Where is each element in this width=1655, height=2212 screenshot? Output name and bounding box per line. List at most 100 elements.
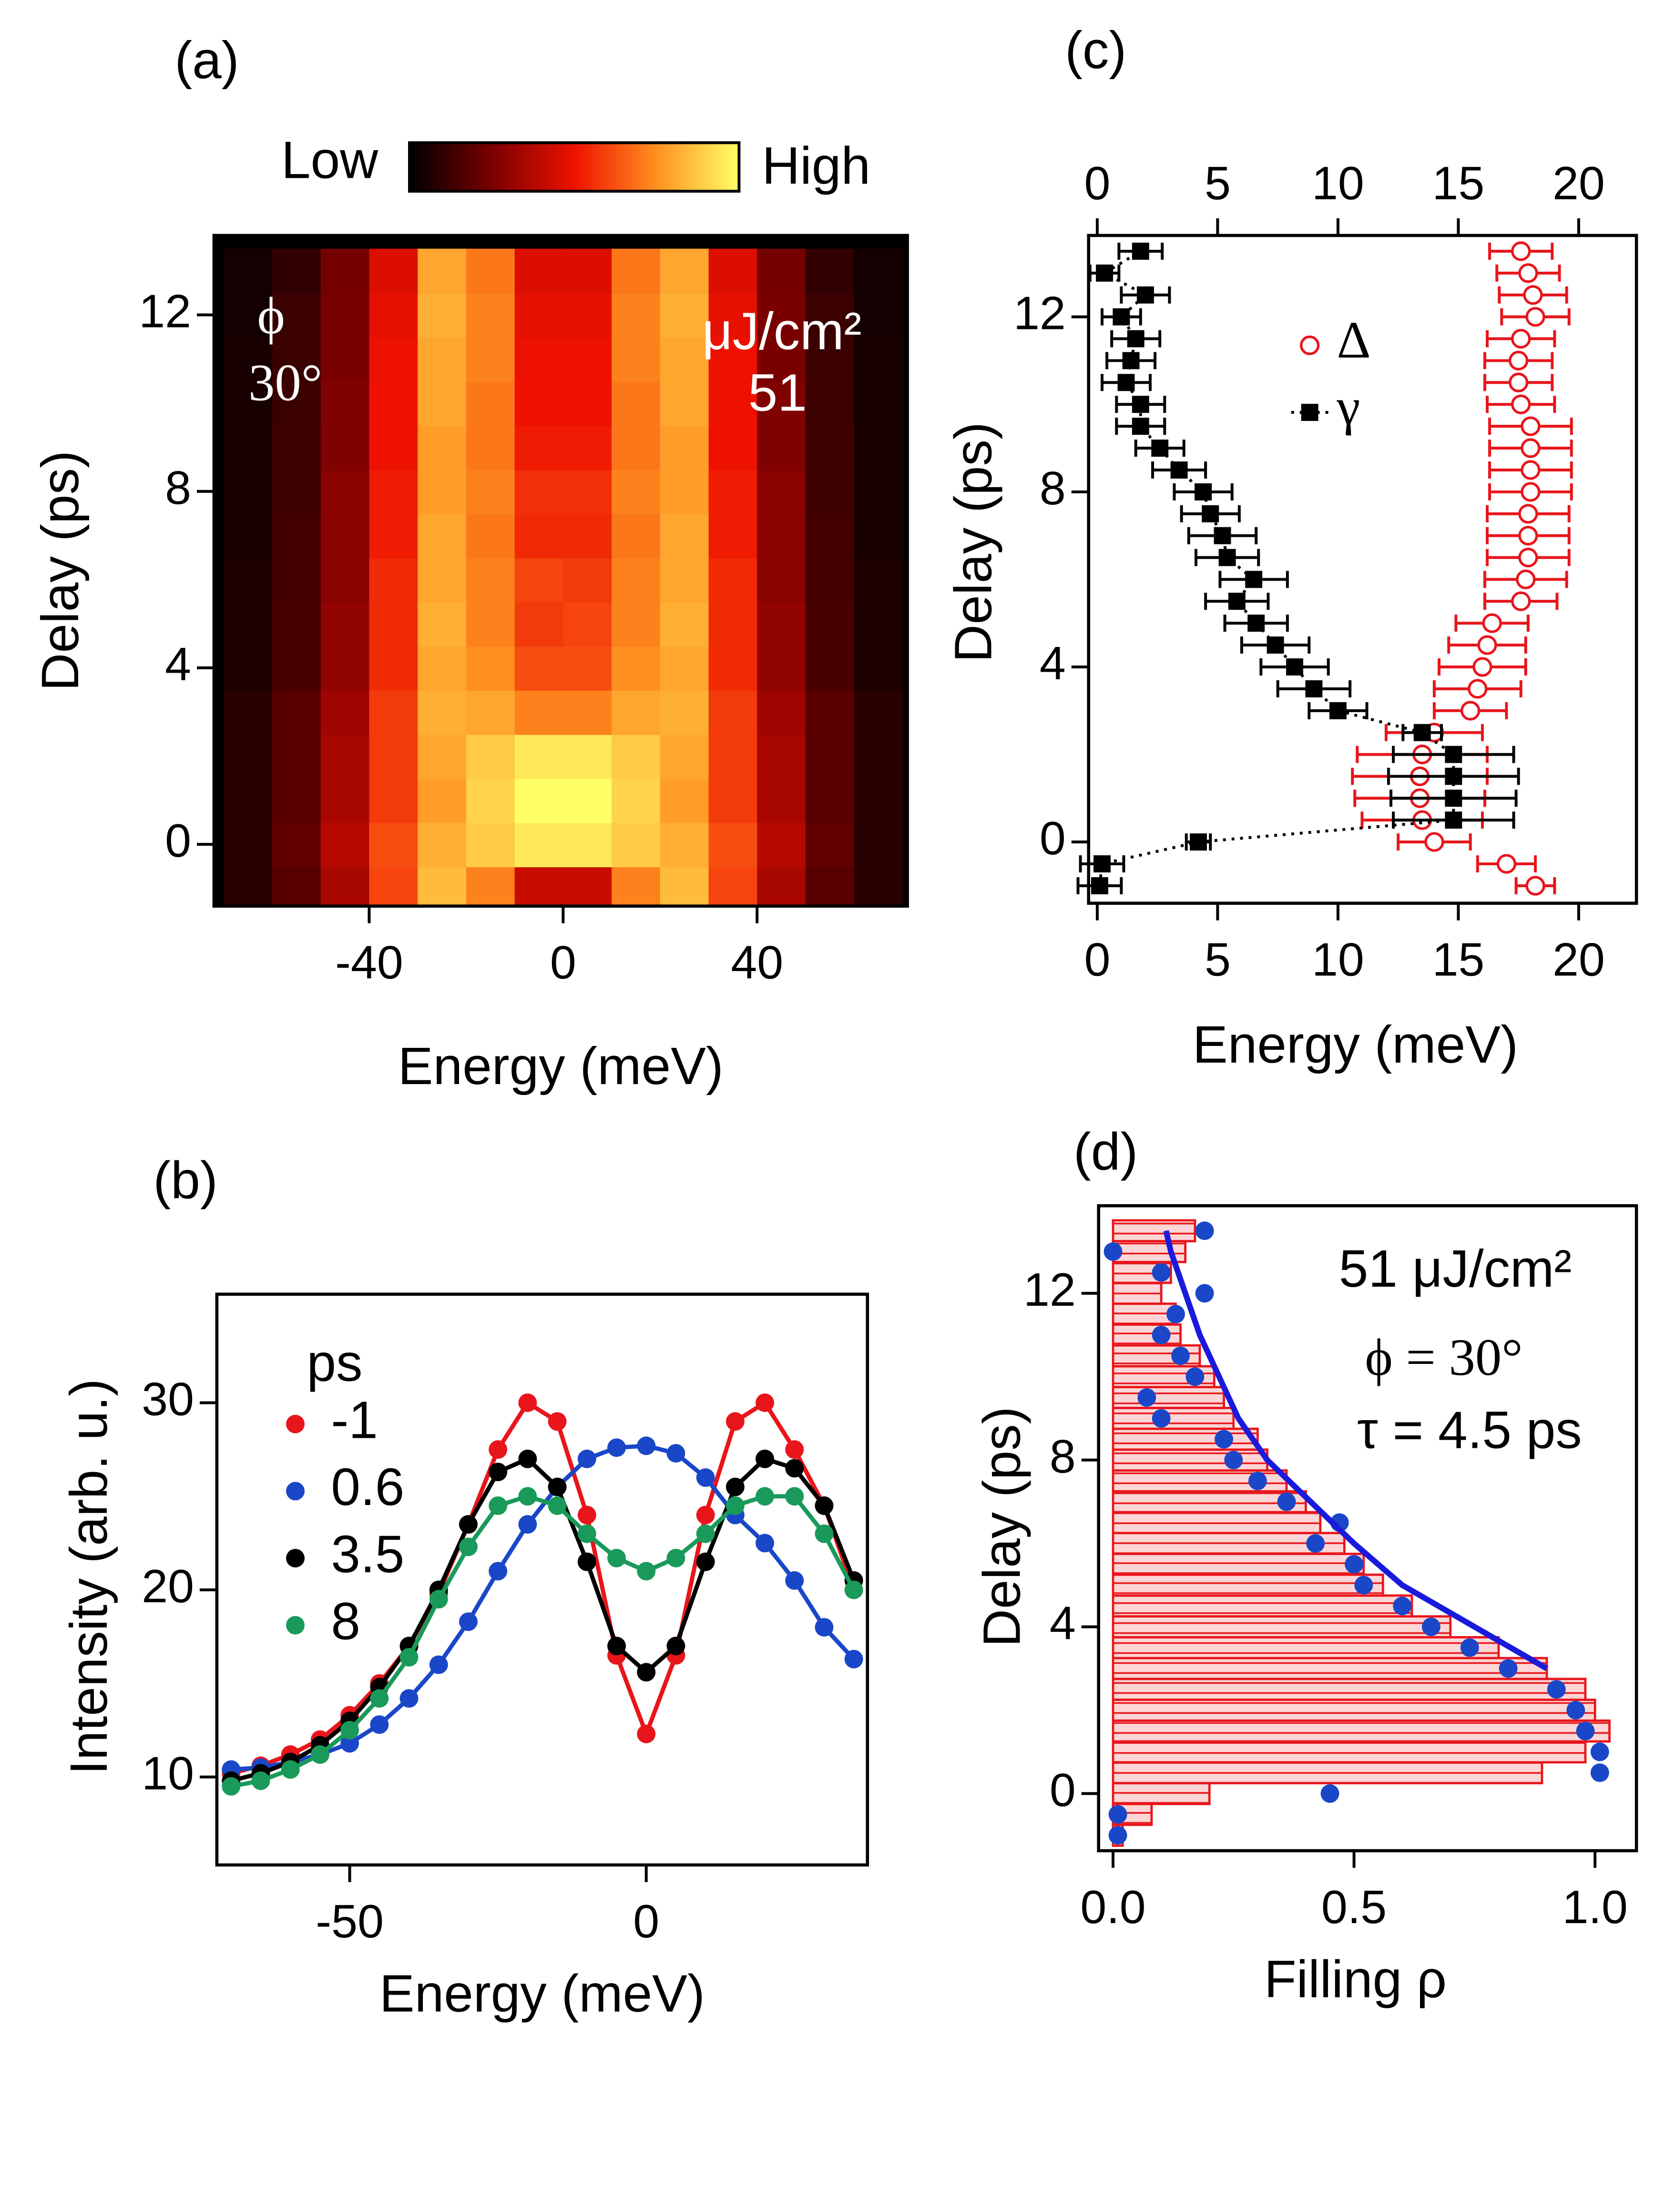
heatmap-cell (320, 866, 370, 906)
heatmap-cell (757, 293, 807, 338)
data-point (1228, 593, 1246, 610)
histogram-bar (1112, 1553, 1365, 1576)
histogram-bar (1112, 1302, 1177, 1326)
heatmap-cell (612, 513, 661, 559)
data-point (429, 1590, 448, 1609)
data-point (1305, 680, 1323, 697)
heatmap-cell (418, 381, 467, 426)
heatmap-cell (514, 734, 564, 779)
histogram-bar (1112, 1782, 1211, 1805)
data-point (815, 1496, 834, 1515)
heatmap-cell (708, 337, 758, 382)
heatmap-cell (272, 425, 322, 471)
data-point (637, 1436, 656, 1455)
x-tick-label-top: 10 (1312, 157, 1364, 209)
data-point (1445, 746, 1462, 763)
heatmap-cell (563, 602, 613, 647)
heatmap-cell (224, 557, 273, 603)
data-point (725, 1412, 745, 1431)
data-point (1247, 614, 1265, 632)
data-point (1499, 1659, 1518, 1678)
data-point (1521, 438, 1541, 458)
heatmap-cell (805, 293, 855, 338)
data-point (1122, 352, 1140, 369)
heatmap-cell (563, 645, 613, 691)
heatmap-cell (320, 293, 370, 338)
data-point (666, 1444, 685, 1463)
data-point (756, 1534, 775, 1553)
heatmap-cell (320, 469, 370, 514)
heatmap-cell (708, 645, 758, 691)
data-point (1508, 372, 1529, 392)
heatmap-cell (418, 557, 467, 603)
data-point (1521, 482, 1541, 502)
y-tick-label: 8 (1050, 1430, 1076, 1483)
heatmap-cell (854, 337, 904, 382)
data-point (1267, 636, 1284, 654)
heatmap-cell (757, 734, 807, 779)
data-point (1413, 724, 1431, 741)
heatmap-cell (320, 557, 370, 603)
data-point (725, 1477, 745, 1496)
y-tick-label: 4 (165, 638, 191, 690)
heatmap-cell (708, 690, 758, 735)
legend-label: 0.6 (331, 1458, 404, 1516)
heatmap-cell (805, 513, 855, 559)
data-point (459, 1537, 478, 1557)
data-point (1151, 440, 1169, 457)
heatmap-cell (854, 866, 904, 906)
data-point (1245, 571, 1263, 588)
heatmap-cell (224, 337, 273, 382)
data-point (518, 1449, 537, 1468)
heatmap-cell (708, 866, 758, 906)
heatmap-cell (563, 425, 613, 471)
heatmap-cell (660, 690, 710, 735)
data-point (340, 1720, 359, 1740)
panel-label: (b) (153, 1151, 217, 1210)
heatmap-cell (514, 690, 564, 735)
data-point (1590, 1742, 1609, 1761)
heatmap-cell (805, 381, 855, 426)
x-tick-label: 0.0 (1080, 1881, 1145, 1933)
legend-marker (286, 1549, 305, 1567)
data-point (1277, 1492, 1296, 1511)
heatmap-cell (563, 337, 613, 382)
heatmap-cell (660, 866, 710, 906)
heatmap-cell (757, 513, 807, 559)
data-point (844, 1649, 863, 1669)
data-point (1393, 1597, 1412, 1616)
histogram-bar (1112, 1427, 1259, 1451)
histogram-bar (1112, 1448, 1268, 1472)
heatmap-cell (418, 690, 467, 735)
heatmap-cell (418, 425, 467, 471)
data-point (1218, 549, 1236, 566)
heatmap-cell (272, 293, 322, 338)
histogram-bar (1112, 1699, 1596, 1722)
x-tick-label: 20 (1553, 933, 1605, 985)
data-point (1091, 877, 1108, 894)
fit-line (1163, 1230, 1549, 1671)
colorbar (408, 141, 741, 193)
heatmap-cell (708, 557, 758, 603)
data-point (1345, 1555, 1364, 1574)
data-point (1093, 855, 1111, 873)
heatmap-cell (514, 248, 564, 294)
heatmap-cell (854, 425, 904, 471)
data-point (429, 1655, 448, 1674)
series-line (230, 1494, 856, 1789)
heatmap-cell (320, 248, 370, 294)
heatmap-cell (224, 690, 273, 735)
heatmap-cell (320, 381, 370, 426)
panel-label: (a) (174, 31, 239, 90)
heatmap-cell (418, 337, 467, 382)
data-point (1117, 374, 1135, 391)
heatmap-cell (224, 248, 273, 294)
heatmap-cell (612, 778, 661, 823)
data-point (1518, 547, 1538, 568)
legend-title: ps (307, 1334, 363, 1393)
heatmap-cell (466, 734, 516, 779)
heatmap-cell (369, 602, 419, 647)
heatmap-cell (660, 381, 710, 426)
heatmap-cell (224, 469, 273, 514)
heatmap-cell (805, 734, 855, 779)
